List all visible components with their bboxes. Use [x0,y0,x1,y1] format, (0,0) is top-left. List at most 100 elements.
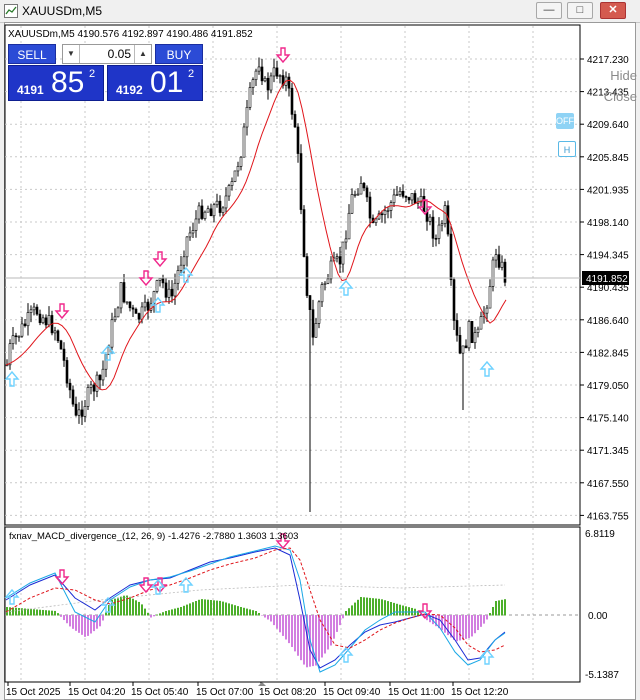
candle-body [131,307,135,310]
macd-histogram-bar [429,615,431,623]
candle-body [143,301,147,308]
sell-arrow-icon [275,533,291,550]
macd-histogram-bar [297,615,299,656]
candle-body [491,259,495,287]
candle-body [185,236,189,258]
price-tick-label: 4190.435 [587,283,629,294]
candle-body [368,196,372,219]
macd-histogram-bar [240,607,242,616]
macd-histogram-bar [162,612,164,616]
maximize-button[interactable]: □ [567,2,593,19]
candle-body [476,328,480,333]
candle-body [296,126,300,154]
macd-histogram-bar [477,615,479,631]
candle-body [323,282,327,285]
candle-body [428,216,432,222]
buy-arrow-icon [4,370,20,387]
candle-body [221,207,225,213]
sell-price-prefix: 4191 [17,83,44,97]
candle-body [488,286,492,309]
time-tick-label: 15 Oct 11:00 [388,687,445,698]
macd-histogram-bar [315,615,317,666]
macd-histogram-bar [234,605,236,616]
macd-histogram-bar [168,610,170,616]
lot-size-value[interactable]: 0.05 [107,47,131,61]
maximize-icon: □ [576,4,584,16]
sell-arrow-icon [417,199,433,216]
macd-histogram-bar [210,600,212,616]
macd-histogram-bar [492,607,494,616]
candle-body [47,315,51,326]
macd-histogram-bar [183,605,185,616]
macd-histogram-bar [195,601,197,616]
candle-body [494,254,498,261]
candle-body [350,194,354,214]
macd-histogram-bar [117,597,119,616]
h-toggle-button[interactable]: H [558,141,576,157]
candle-body [443,205,447,224]
sell-button[interactable]: SELL [8,44,56,64]
candle-body [137,313,141,320]
price-tick-label: 4175.140 [587,414,629,425]
macd-histogram-bar [156,614,158,616]
candle-body [461,345,465,354]
macd-histogram-bar [258,613,260,616]
price-tick-label: 4205.845 [587,153,629,164]
lot-size-field[interactable]: ▼ 0.05 ▲ [62,44,152,64]
candle-body [164,282,168,298]
candles [5,57,507,512]
buy-arrow-icon [479,648,495,665]
macd-histogram-bar [342,615,344,619]
indicator-plot-area[interactable] [4,526,581,683]
price-tick-label: 4163.755 [587,511,629,522]
close-button[interactable]: ✕ [600,2,626,19]
macd-histogram-bar [468,615,470,639]
macd-main-line [5,547,506,669]
macd-histogram-bar [39,609,41,616]
candle-body [404,196,408,198]
candle-body [119,282,123,309]
macd-histogram-bar [138,601,140,616]
candle-body [101,368,105,381]
candle-body [89,384,93,388]
macd-histogram-bar [303,615,305,665]
macd-histogram-bar [72,615,74,629]
one-click-trading-panel: SELL ▼ 0.05 ▲ BUY 4191 85 2 4192 01 2 [8,44,203,101]
candle-body [272,67,276,77]
time-scroll-marker-icon[interactable] [258,682,266,686]
candle-body [452,279,456,321]
macd-histogram-bar [30,609,32,616]
off-toggle-button[interactable]: OFF [556,113,574,129]
macd-histogram-bar [390,602,392,616]
minimize-button[interactable]: — [536,2,562,19]
macd-histogram-bar [285,615,287,640]
macd-histogram-bar [282,615,284,636]
candle-body [365,187,369,198]
hide-button[interactable]: Hide [610,68,637,83]
buy-price-quote[interactable]: 4192 01 2 [107,65,203,101]
close-panel-button[interactable]: Close [603,89,637,104]
macd-histogram-bar [57,613,59,616]
macd-histogram-bar [60,615,62,617]
buy-button[interactable]: BUY [155,44,203,64]
sell-price-quote[interactable]: 4191 85 2 [8,65,104,101]
current-price-label: 4191.852 [586,274,628,285]
candle-body [182,256,186,266]
candle-body [467,321,471,349]
candle-body [173,282,177,297]
macd-histogram-bar [111,599,113,616]
macd-histogram-bar [24,608,26,616]
candle-body [299,153,303,210]
lot-increase-arrow-icon[interactable]: ▲ [134,45,151,63]
buy-arrow-icon [338,279,354,296]
buy-price-big: 01 [150,66,184,99]
lot-dropdown-arrow-icon[interactable]: ▼ [63,45,80,63]
candle-body [68,382,72,391]
candle-body [23,323,27,327]
indicator-axis-top: 6.8119 [585,529,615,540]
macd-reference-line [5,584,506,613]
candle-body [230,181,234,186]
macd-histogram-bar [294,615,296,652]
candle-body [479,316,483,330]
